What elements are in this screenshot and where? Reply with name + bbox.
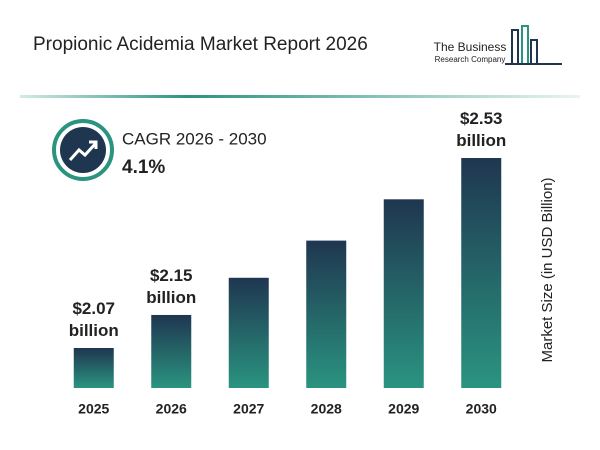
bar [383, 199, 424, 388]
x-tick-label: 2030 [466, 401, 497, 417]
cagr-value: 4.1% [122, 157, 165, 178]
logo: The Business Research Company [434, 25, 562, 65]
logo-subtext: Research Company [435, 55, 506, 64]
y-axis-label: Market Size (in USD Billion) [539, 177, 556, 362]
bar [461, 158, 502, 388]
x-tick-label: 2028 [311, 401, 342, 417]
bar [73, 348, 114, 388]
cagr-label: CAGR 2026 - 2030 [122, 129, 267, 148]
bar [151, 314, 192, 388]
value-label: $2.15 billion [146, 265, 197, 307]
chart-title: Propionic Acidemia Market Report 2026 [33, 34, 368, 55]
x-tick-label: 2027 [233, 401, 264, 417]
bar [306, 240, 347, 388]
value-label: $2.07 billion [68, 299, 119, 340]
cagr-icon [52, 119, 114, 181]
x-tick-label: 2025 [78, 401, 109, 417]
x-tick-label: 2029 [388, 401, 419, 417]
logo-text: The Business [434, 40, 507, 54]
bar [228, 277, 269, 388]
divider [20, 95, 580, 98]
value-label: $2.53 billion [456, 109, 507, 150]
x-tick-label: 2026 [156, 401, 187, 417]
